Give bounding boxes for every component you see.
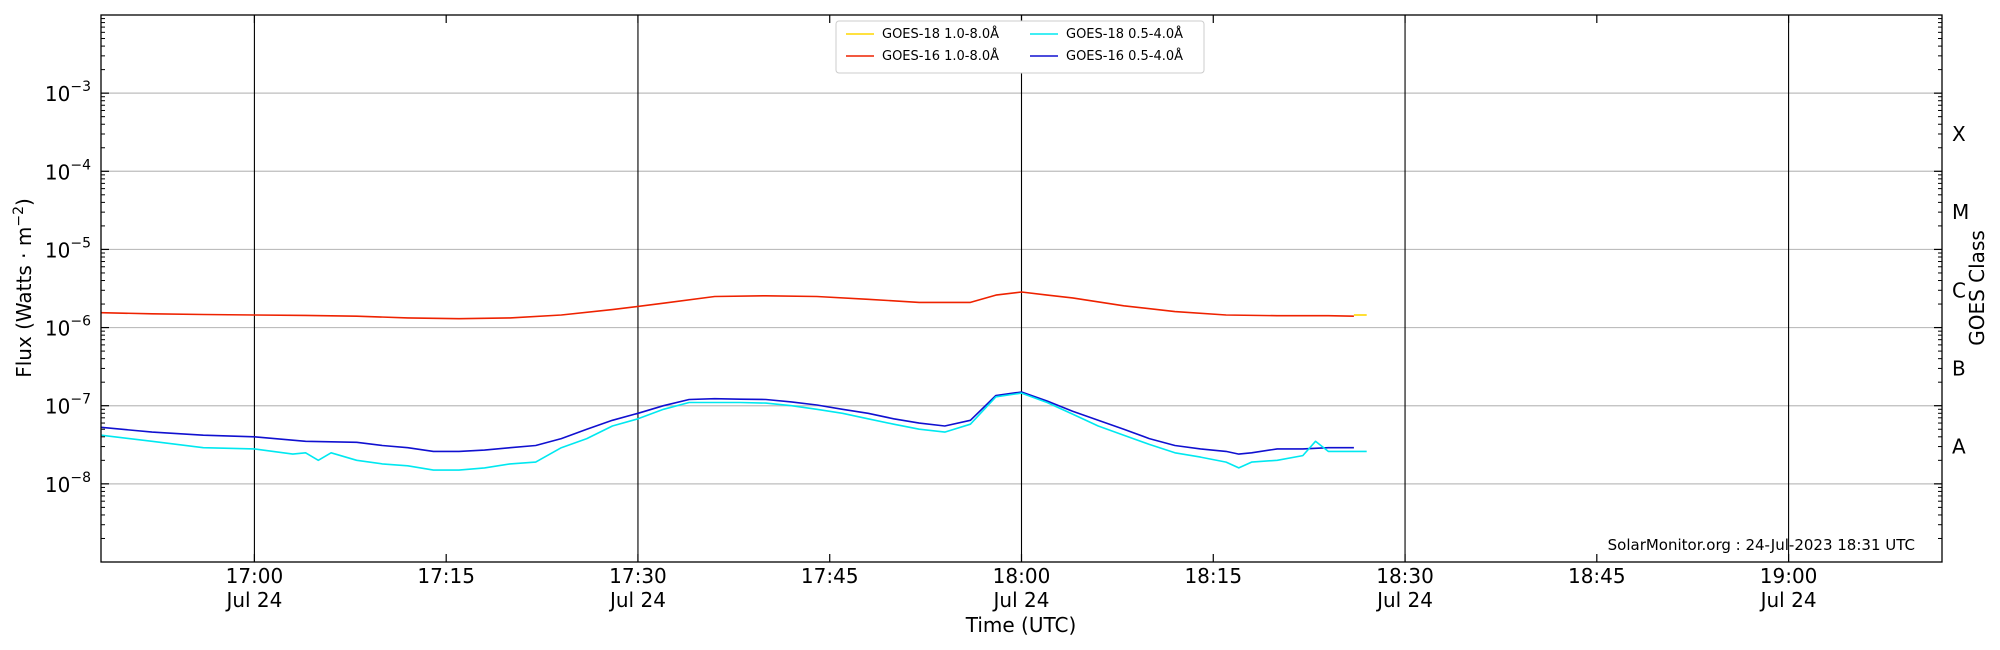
- x-tick-label: 17:45: [801, 564, 859, 588]
- goes-class-labels: A B C M X: [1952, 122, 1969, 459]
- legend-label: GOES-16 1.0-8.0Å: [882, 48, 999, 64]
- y-tick-label: 10−4: [45, 157, 91, 184]
- legend-box: [835, 20, 1205, 74]
- y-tick-label: 10−8: [45, 470, 91, 497]
- goes-class-label: A: [1952, 435, 1966, 459]
- y-tick-label: 10−7: [45, 392, 91, 419]
- y-tick-label: 10−5: [45, 235, 91, 262]
- goes-class-label: C: [1952, 278, 1966, 302]
- x-tick-date-label: Jul 24: [992, 588, 1050, 612]
- y-axis-title: Flux (Watts · m−2): [11, 198, 36, 378]
- y2-axis-title: GOES Class: [1965, 230, 1989, 346]
- x-tick-label: 18:30: [1376, 564, 1434, 588]
- time-marker-lines: [253, 15, 1790, 562]
- legend-label: GOES-18 1.0-8.0Å: [882, 26, 999, 42]
- x-tick-label: 18:45: [1568, 564, 1626, 588]
- y-tick-label: 10−3: [45, 79, 91, 106]
- legend-label: GOES-18 0.5-4.0Å: [1066, 26, 1183, 42]
- legend: GOES-18 1.0-8.0Å GOES-16 1.0-8.0Å GOES-18 …: [835, 20, 1205, 74]
- x-tick-label: 18:00: [993, 564, 1051, 588]
- y-axis-ticks: 10−8 10−7 10−6 10−5 10−4 10−3: [45, 18, 1942, 539]
- goes-class-label: B: [1952, 356, 1966, 380]
- x-axis-title: Time (UTC): [965, 613, 1077, 637]
- series-line: [100, 391, 1354, 455]
- y-tick-label: 10−6: [45, 314, 91, 341]
- legend-label: GOES-16 0.5-4.0Å: [1066, 48, 1183, 64]
- y-axis-title-exponent: −2: [11, 206, 27, 227]
- x-tick-label: 17:15: [417, 564, 475, 588]
- series-layer: [100, 291, 1367, 471]
- x-tick-date-label: Jul 24: [1759, 588, 1817, 612]
- series-line: [100, 291, 1354, 320]
- x-tick-date-label: Jul 24: [224, 588, 282, 612]
- x-tick-label: 18:15: [1184, 564, 1242, 588]
- x-tick-date-label: Jul 24: [608, 588, 666, 612]
- series-line: [100, 392, 1367, 471]
- x-tick-date-label: Jul 24: [1375, 588, 1433, 612]
- x-tick-label: 17:30: [609, 564, 667, 588]
- x-tick-label: 17:00: [226, 564, 284, 588]
- goes-class-label: X: [1952, 122, 1966, 146]
- x-tick-label: 19:00: [1760, 564, 1818, 588]
- credit-text: SolarMonitor.org : 24-Jul-2023 18:31 UTC: [1608, 536, 1915, 554]
- goes-class-label: M: [1952, 200, 1969, 224]
